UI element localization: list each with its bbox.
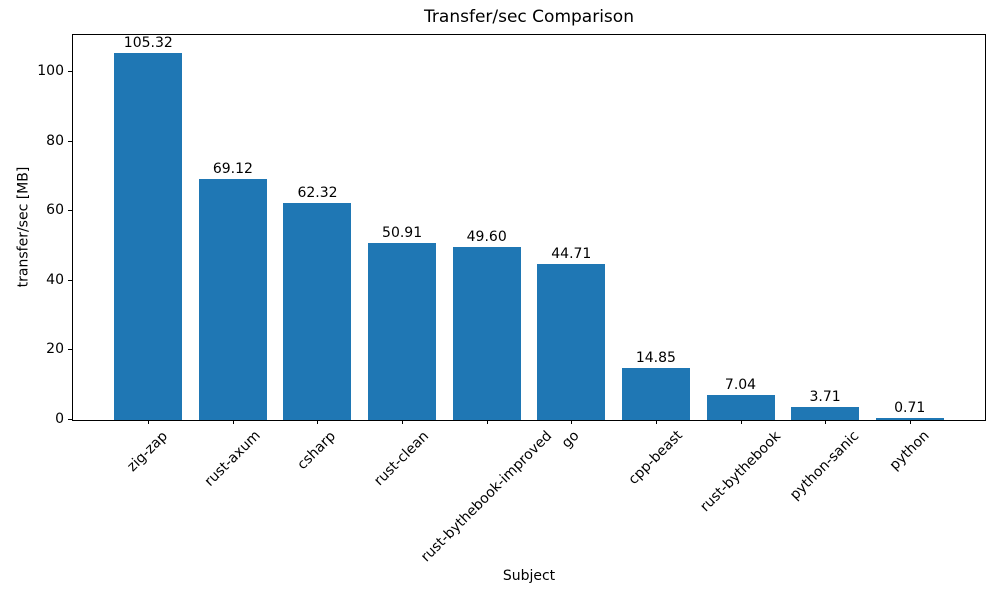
- bar: [283, 203, 351, 420]
- bar: [114, 53, 182, 420]
- x-tick: [148, 420, 149, 424]
- x-tick-label: cpp-beast: [625, 427, 686, 489]
- bar-value-label: 3.71: [809, 389, 841, 405]
- x-tick-label: rust-bythebook: [696, 428, 784, 515]
- x-tick: [487, 420, 488, 424]
- x-tick: [317, 420, 318, 424]
- bar: [707, 395, 775, 420]
- x-tick-label: rust-axum: [201, 428, 264, 491]
- x-tick: [910, 420, 911, 424]
- bar: [622, 368, 690, 420]
- bar-value-label: 14.85: [635, 350, 676, 366]
- bar: [791, 407, 859, 420]
- x-tick: [402, 420, 403, 424]
- y-tick: [68, 140, 72, 142]
- y-tick-label: 80: [46, 132, 64, 149]
- y-tick-label: 100: [37, 62, 64, 79]
- x-tick: [825, 420, 826, 424]
- x-tick: [656, 420, 657, 424]
- bar-value-label: 49.60: [466, 229, 507, 245]
- x-axis-label: Subject: [502, 568, 556, 584]
- bar-value-label: 0.71: [894, 400, 926, 416]
- y-tick: [68, 279, 72, 281]
- bar-value-label: 105.32: [123, 35, 173, 51]
- bar-value-label: 7.04: [724, 377, 757, 393]
- y-tick-label: 40: [46, 271, 64, 288]
- y-axis-label: transfer/sec [MB]: [15, 166, 32, 288]
- y-tick-label: 0: [55, 411, 64, 427]
- y-tick: [68, 419, 72, 420]
- x-tick-label: rust-bythebook-improved: [417, 427, 555, 566]
- bar: [199, 179, 267, 420]
- x-tick-label: go: [559, 427, 583, 452]
- bar-value-label: 50.91: [382, 225, 423, 241]
- x-tick-label: rust-clean: [371, 427, 433, 489]
- bar: [537, 264, 605, 420]
- x-tick: [741, 420, 742, 424]
- y-tick: [68, 349, 72, 351]
- y-tick-label: 60: [46, 202, 64, 219]
- x-tick-label: zig-zap: [124, 427, 172, 475]
- x-tick: [571, 420, 572, 424]
- x-tick-label: python-sanic: [787, 427, 863, 504]
- bar: [368, 243, 436, 420]
- x-tick-label: csharp: [294, 427, 340, 473]
- bar-value-label: 44.71: [551, 246, 592, 262]
- plot-area: 105.32 69.12 62.32 50.91 49.60 44.71 14.85 7.04…: [72, 34, 986, 421]
- bar-value-label: 69.12: [212, 161, 253, 177]
- y-tick-label: 20: [46, 341, 64, 358]
- y-tick: [68, 70, 72, 72]
- y-tick: [68, 210, 72, 212]
- chart-title: Transfer/sec Comparison: [424, 7, 634, 27]
- bar-value-label: 62.32: [297, 185, 338, 201]
- x-tick-label: python: [886, 427, 933, 474]
- bar: [876, 418, 944, 420]
- bar: [453, 247, 521, 420]
- x-tick: [233, 420, 234, 424]
